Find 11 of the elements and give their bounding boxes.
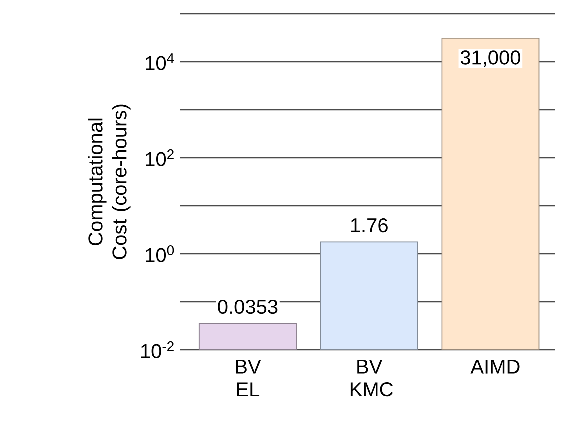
data-label: 31,000: [460, 50, 520, 68]
x-tick-label: BV KMC: [350, 360, 394, 397]
x-tick-label: BV EL: [236, 360, 262, 396]
data-label: 0.0353: [218, 300, 278, 314]
y-tick-label: 10$^{-2}$: [141, 342, 174, 358]
y-axis-title: Computational Cost (core-hours): [88, 104, 131, 260]
y-tick-label: 10$^{4}$: [146, 54, 174, 70]
y-tick-label: 10$^{2}$: [146, 150, 174, 166]
x-tick-label: AIMD: [470, 360, 520, 374]
data-label: 1.76: [351, 218, 388, 233]
y-tick-label: 10$^{0}$: [146, 246, 174, 262]
